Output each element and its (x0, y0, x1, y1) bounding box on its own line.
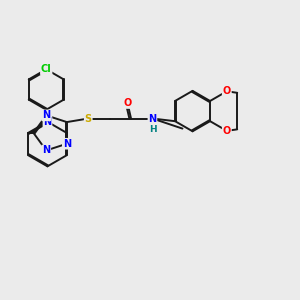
Text: N: N (63, 139, 71, 149)
Text: N: N (44, 117, 52, 127)
Text: H: H (148, 125, 156, 134)
Text: N: N (148, 113, 157, 124)
Text: Cl: Cl (41, 64, 52, 74)
Text: O: O (223, 86, 231, 96)
Text: N: N (42, 110, 50, 120)
Text: N: N (42, 146, 50, 155)
Text: S: S (85, 113, 92, 124)
Text: O: O (223, 126, 231, 136)
Text: O: O (123, 98, 132, 108)
